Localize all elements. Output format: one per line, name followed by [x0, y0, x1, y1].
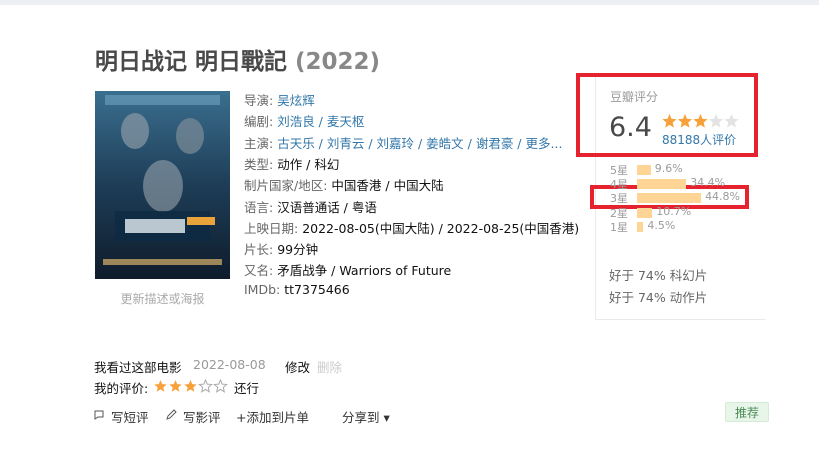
info-row: 语言: 汉语普通话 / 粤语	[244, 197, 377, 216]
info-value: 动作 / 科幻	[277, 156, 340, 172]
pen-icon	[166, 409, 177, 420]
review-link[interactable]: 写影评	[183, 410, 221, 425]
info-label: IMDb:	[244, 281, 281, 297]
share-link[interactable]: 分享到 ▾	[342, 410, 390, 425]
info-value: 99分钟	[277, 242, 319, 258]
better-than[interactable]: 好于 74% 科幻片	[609, 268, 708, 283]
info-label: 导演:	[244, 93, 274, 108]
star	[708, 114, 724, 128]
info-value: 中国香港 / 中国大陆	[331, 178, 444, 194]
info-value[interactable]: 古天乐 / 刘青云 / 刘嘉玲 / 姜皓文 / 谢君豪 / 更多...	[277, 135, 563, 151]
info-label: 类型:	[244, 156, 274, 172]
highlight-box	[576, 73, 758, 157]
comment-icon	[94, 410, 104, 420]
info-label: 主演:	[244, 135, 274, 151]
info-label: 上映日期:	[244, 220, 299, 236]
rating-title: 豆瓣评分	[610, 90, 659, 104]
info-value[interactable]: 刘浩良 / 麦天枢	[277, 114, 365, 130]
info-value: tt7375466	[284, 281, 350, 297]
info-row: 又名: 矛盾战争 / Warriors of Future	[244, 260, 451, 279]
hist-label: 4星	[610, 178, 628, 192]
hist-label: 3星	[610, 192, 628, 206]
info-value: 矛盾战争 / Warriors of Future	[277, 263, 452, 279]
top-bar	[0, 0, 819, 5]
delete-link[interactable]: 删除	[317, 360, 343, 375]
star	[724, 114, 739, 128]
star	[184, 380, 197, 392]
info-row: 片长: 99分钟	[244, 239, 318, 258]
star	[154, 380, 167, 392]
star	[213, 379, 228, 393]
hist-bar	[637, 193, 702, 204]
info-row: 制片国家/地区: 中国香港 / 中国大陆	[244, 175, 444, 194]
rating-score: 6.4	[609, 112, 652, 143]
hist-value: 9.6%	[654, 162, 683, 175]
recommend-button[interactable]: 推荐	[725, 402, 769, 422]
hist-label: 2星	[610, 206, 628, 220]
info-label: 又名:	[244, 263, 274, 279]
star	[693, 114, 708, 128]
info-row: 导演: 吴炫辉	[244, 90, 315, 109]
title-text: 明日战记 明日戰記	[95, 49, 288, 75]
short-review-link[interactable]: 写短评	[111, 410, 149, 425]
watched: 我看过这部电影	[94, 360, 182, 375]
my-rating-stars	[154, 379, 228, 393]
watch-date: 2022-08-08	[193, 357, 266, 372]
info-row: 类型: 动作 / 科幻	[244, 154, 339, 173]
hist-value: 44.8%	[705, 190, 741, 204]
my-rating-text: 还行	[234, 381, 260, 396]
hist-value: 34.4%	[690, 176, 726, 190]
edit-link[interactable]: 修改	[285, 360, 311, 375]
better-than[interactable]: 好于 74% 动作片	[609, 290, 708, 305]
hist-label: 5星	[610, 164, 628, 177]
info-label: 制片国家/地区:	[244, 178, 328, 194]
poster[interactable]	[95, 91, 230, 279]
add-list-link[interactable]: +添加到片单	[236, 410, 309, 425]
hist-value: 10.7%	[656, 204, 692, 218]
hist-bar	[637, 179, 687, 190]
hist-label: 1星	[610, 220, 628, 234]
poster-caption[interactable]: 更新描述或海报	[120, 292, 205, 306]
my-rating-label: 我的评价:	[94, 381, 149, 396]
info-row: 编剧: 刘浩良 / 麦天枢	[244, 111, 364, 130]
hist-bar	[637, 221, 644, 232]
info-value: 2022-08-05(中国大陆) / 2022-08-25(中国香港)	[302, 220, 580, 236]
star	[677, 114, 693, 128]
divider	[595, 75, 596, 320]
divider	[595, 319, 765, 320]
info-value: 汉语普通话 / 粤语	[277, 199, 377, 215]
hist-value: 4.5%	[647, 218, 676, 232]
star	[198, 379, 213, 393]
hist-bar	[637, 165, 651, 175]
info-label: 编剧:	[244, 114, 274, 130]
year: (2022)	[295, 49, 381, 75]
info-row: IMDb: tt7375466	[244, 282, 350, 297]
movie-title: 明日战记 明日戰記 (2022)	[95, 42, 380, 76]
hist-bar	[637, 207, 653, 218]
info-label: 语言:	[244, 199, 274, 215]
info-value[interactable]: 吴炫辉	[277, 93, 315, 108]
star	[169, 380, 182, 392]
vote-count[interactable]: 88188人评价	[662, 133, 737, 147]
rating-stars	[662, 114, 739, 128]
info-label: 片长:	[244, 242, 274, 258]
info-row: 上映日期: 2022-08-05(中国大陆) / 2022-08-25(中国香港…	[244, 218, 579, 237]
star	[662, 114, 677, 128]
info-row: 主演: 古天乐 / 刘青云 / 刘嘉玲 / 姜皓文 / 谢君豪 / 更多...	[244, 133, 562, 152]
